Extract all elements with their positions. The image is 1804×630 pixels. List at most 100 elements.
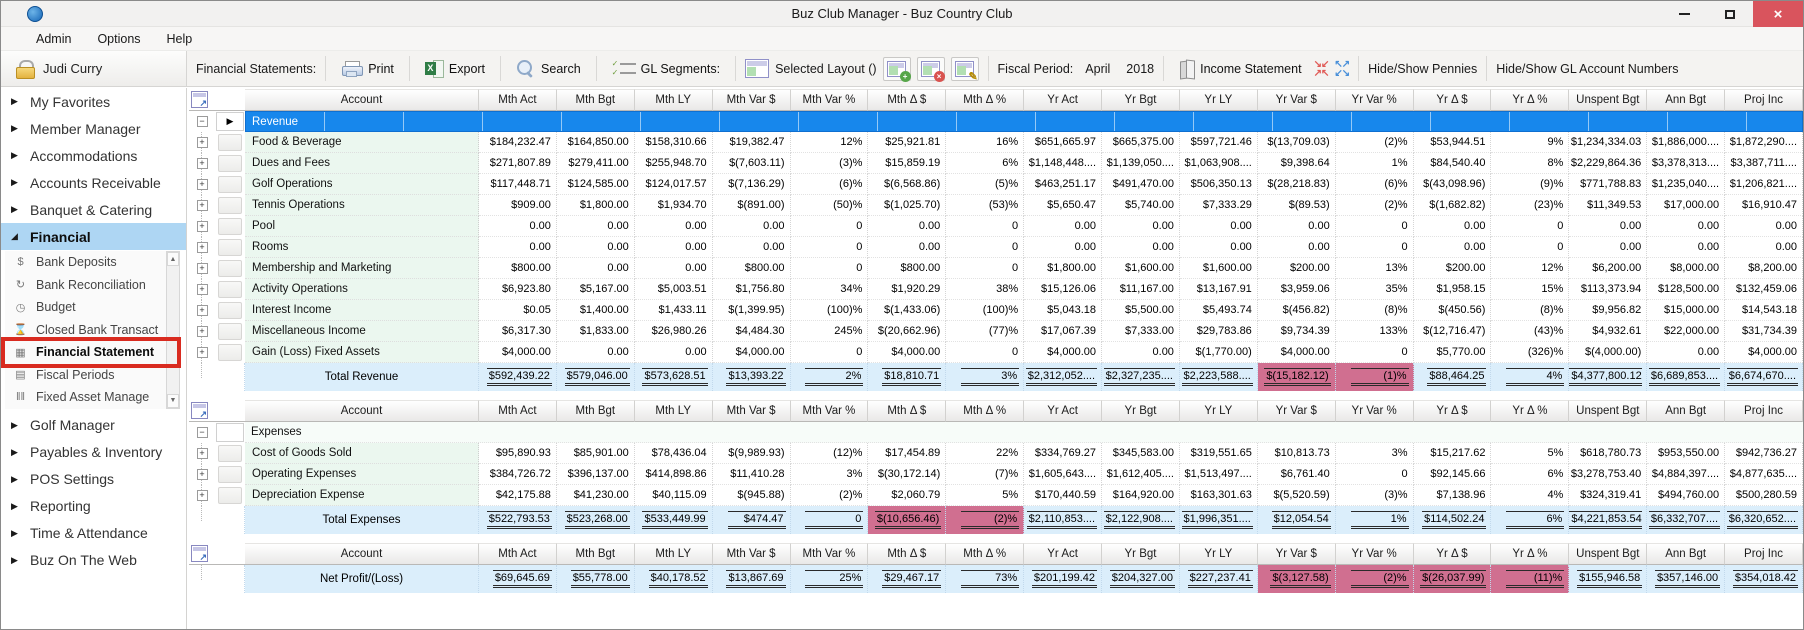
minimize-button[interactable]: [1661, 1, 1707, 27]
table-row[interactable]: + Operating Expenses $384,726.72 $396,137.0…: [189, 464, 1803, 485]
row-button[interactable]: [218, 281, 242, 298]
column-header-ann-bgt[interactable]: Ann Bgt: [1647, 89, 1726, 111]
collapse-all-icon[interactable]: ↘↙ ↗↖: [1313, 58, 1330, 79]
column-header-mth-act[interactable]: Mth Act: [479, 400, 557, 422]
submenu-item-bank-reconciliation[interactable]: ↻ Bank Reconciliation: [5, 274, 165, 297]
table-row[interactable]: + Rooms 0.00 0.00 0.00 0.00 0 0.00 0 0.00 0.00 0.00…: [189, 237, 1803, 258]
layout-settings-icon[interactable]: [191, 402, 208, 420]
column-header-yr-act[interactable]: Yr Act: [1024, 400, 1103, 422]
row-button[interactable]: [218, 445, 242, 462]
expand-box-icon[interactable]: +: [196, 221, 208, 232]
sidebar-item-member-manager[interactable]: ▶ Member Manager: [1, 115, 186, 142]
column-header-mth[interactable]: Mth Δ $: [868, 89, 947, 111]
row-button[interactable]: [218, 155, 242, 172]
sidebar-item-reporting[interactable]: ▶ Reporting: [1, 493, 186, 520]
sidebar-item-my-favorites[interactable]: ▶ My Favorites: [1, 88, 186, 115]
expand-box-icon[interactable]: +: [196, 469, 208, 480]
search-button[interactable]: Search: [510, 56, 587, 81]
column-header-account[interactable]: Account: [245, 89, 479, 111]
table-row[interactable]: + Activity Operations $6,923.80 $5,167.00 $5…: [189, 279, 1803, 300]
layout-edit-button[interactable]: ✎: [950, 56, 979, 83]
column-header-yr-var[interactable]: Yr Var %: [1335, 400, 1414, 422]
layout-settings-icon[interactable]: [191, 545, 208, 563]
group-row-expenses[interactable]: − Expenses: [189, 422, 1803, 443]
column-header-mth[interactable]: Mth Δ $: [868, 543, 947, 565]
group-row-revenue[interactable]: − ▶ Revenue: [189, 111, 1803, 132]
column-header-proj-inc[interactable]: Proj Inc: [1725, 400, 1803, 422]
column-header-unspent-bgt[interactable]: Unspent Bgt: [1569, 400, 1648, 422]
expand-box-icon[interactable]: +: [196, 242, 208, 253]
expand-box-icon[interactable]: +: [196, 305, 208, 316]
layout-settings-icon[interactable]: [191, 91, 208, 109]
column-header-proj-inc[interactable]: Proj Inc: [1725, 543, 1803, 565]
row-button[interactable]: [218, 302, 242, 319]
layout-delete-button[interactable]: ×: [916, 56, 945, 82]
row-button[interactable]: [218, 260, 242, 277]
submenu-item-budget[interactable]: ◷ Budget: [5, 296, 165, 319]
column-header-yr-var[interactable]: Yr Var $: [1257, 400, 1336, 422]
column-header-yr[interactable]: Yr Δ %: [1491, 400, 1570, 422]
sidebar-item-buz-on-the-web[interactable]: ▶ Buz On The Web: [1, 547, 186, 574]
column-header-mth-bgt[interactable]: Mth Bgt: [556, 400, 635, 422]
menu-help[interactable]: Help: [166, 31, 193, 46]
collapse-box-icon[interactable]: −: [196, 427, 208, 438]
sidebar-item-banquet-catering[interactable]: ▶ Banquet & Catering: [1, 196, 186, 223]
expand-all-icon[interactable]: ↖↗ ↙↘: [1334, 58, 1350, 79]
submenu-item-fiscal-periods[interactable]: ▤ Fiscal Periods: [5, 364, 165, 387]
row-button[interactable]: [218, 176, 242, 193]
expand-box-icon[interactable]: +: [196, 448, 208, 459]
column-header-account[interactable]: Account: [245, 400, 479, 422]
row-button[interactable]: [218, 197, 242, 214]
expand-box-icon[interactable]: +: [196, 137, 208, 148]
table-row[interactable]: + Pool 0.00 0.00 0.00 0.00 0 0.00 0 0.00 0.00 0.00 0…: [189, 216, 1803, 237]
row-button[interactable]: [218, 134, 242, 151]
expand-box-icon[interactable]: +: [196, 158, 208, 169]
column-header-mth-var[interactable]: Mth Var $: [712, 89, 791, 111]
row-button[interactable]: [218, 466, 242, 483]
sidebar-item-time-attendance[interactable]: ▶ Time & Attendance: [1, 520, 186, 547]
column-header-yr-var[interactable]: Yr Var $: [1257, 543, 1336, 565]
sidebar-item-pos-settings[interactable]: ▶ POS Settings: [1, 466, 186, 493]
column-header-ann-bgt[interactable]: Ann Bgt: [1647, 543, 1726, 565]
column-header-mth-var[interactable]: Mth Var %: [790, 89, 869, 111]
column-header-yr-act[interactable]: Yr Act: [1024, 543, 1103, 565]
column-header-mth-var[interactable]: Mth Var %: [790, 543, 869, 565]
row-button[interactable]: [218, 218, 242, 235]
table-row[interactable]: + Tennis Operations $909.00 $1,800.00 $1,934…: [189, 195, 1803, 216]
expand-box-icon[interactable]: +: [196, 263, 208, 274]
print-button[interactable]: Print: [335, 57, 400, 81]
column-header-mth-act[interactable]: Mth Act: [479, 89, 557, 111]
column-header-yr-bgt[interactable]: Yr Bgt: [1102, 543, 1180, 565]
column-header-yr-act[interactable]: Yr Act: [1024, 89, 1103, 111]
user-chip[interactable]: Judi Curry: [1, 51, 187, 86]
column-header-yr[interactable]: Yr Δ %: [1491, 89, 1570, 111]
expand-box-icon[interactable]: +: [196, 200, 208, 211]
close-button[interactable]: ×: [1753, 1, 1803, 27]
column-header-unspent-bgt[interactable]: Unspent Bgt: [1569, 543, 1648, 565]
expand-box-icon[interactable]: +: [196, 490, 208, 501]
expand-box-icon[interactable]: +: [196, 347, 208, 358]
column-header-yr-ly[interactable]: Yr LY: [1179, 400, 1258, 422]
column-header-mth-var[interactable]: Mth Var $: [712, 543, 791, 565]
scroll-up-icon[interactable]: ▲: [167, 252, 179, 266]
row-button[interactable]: [218, 487, 242, 504]
submenu-item-bank-deposits[interactable]: $ Bank Deposits: [5, 251, 165, 274]
table-row[interactable]: + Interest Income $0.05 $1,400.00 $1,433.11 $…: [189, 300, 1803, 321]
column-header-mth[interactable]: Mth Δ %: [946, 400, 1025, 422]
column-header-mth-ly[interactable]: Mth LY: [634, 400, 713, 422]
row-button[interactable]: [218, 344, 242, 361]
submenu-item-fixed-asset-manage[interactable]: ‖‖ Fixed Asset Manage: [5, 386, 165, 409]
column-header-yr[interactable]: Yr Δ %: [1491, 543, 1570, 565]
column-header-yr-bgt[interactable]: Yr Bgt: [1102, 89, 1180, 111]
menu-admin[interactable]: Admin: [36, 31, 72, 46]
row-button[interactable]: [218, 323, 242, 340]
submenu-scrollbar[interactable]: ▲ ▼: [166, 251, 180, 409]
column-header-mth[interactable]: Mth Δ $: [868, 400, 947, 422]
row-button[interactable]: [218, 239, 242, 256]
column-header-mth-var[interactable]: Mth Var $: [712, 400, 791, 422]
column-header-yr-var[interactable]: Yr Var $: [1257, 89, 1336, 111]
column-header-yr-var[interactable]: Yr Var %: [1335, 543, 1414, 565]
expand-box-icon[interactable]: +: [196, 326, 208, 337]
column-header-yr-ly[interactable]: Yr LY: [1179, 543, 1258, 565]
column-header-mth[interactable]: Mth Δ %: [946, 89, 1025, 111]
